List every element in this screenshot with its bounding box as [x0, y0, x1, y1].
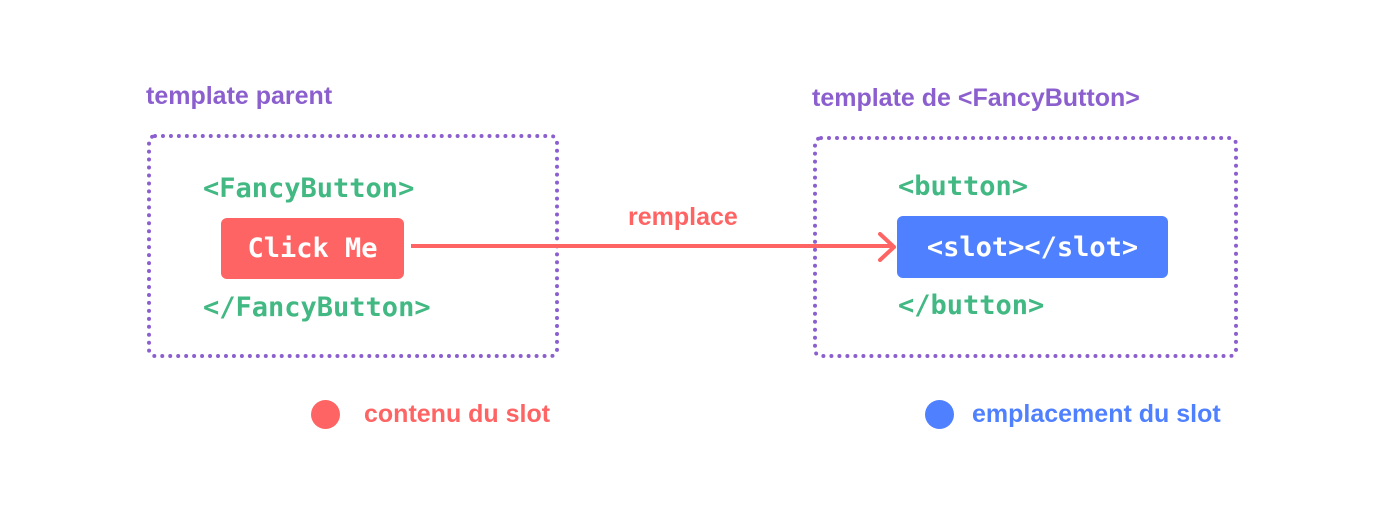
slot-content-click-me: Click Me — [221, 218, 404, 279]
fancybutton-open-tag: <FancyButton> — [203, 173, 415, 204]
slot-content-legend-dot-icon — [311, 400, 340, 429]
slot-outlet: <slot></slot> — [897, 216, 1168, 278]
fancybutton-close-tag: </FancyButton> — [203, 292, 431, 323]
child-template-box — [813, 136, 1238, 358]
arrow-head-icon — [878, 232, 896, 262]
slot-outlet-legend-dot-icon — [925, 400, 954, 429]
replace-label: remplace — [628, 203, 738, 231]
button-close-tag: </button> — [898, 290, 1045, 321]
button-open-tag: <button> — [898, 171, 1029, 202]
legend-slot-content: contenu du slot — [364, 400, 551, 428]
child-template-title: template de <FancyButton> — [812, 84, 1140, 112]
parent-template-title: template parent — [146, 82, 333, 110]
replace-arrow-line — [411, 244, 891, 248]
legend-slot-outlet: emplacement du slot — [972, 400, 1221, 428]
